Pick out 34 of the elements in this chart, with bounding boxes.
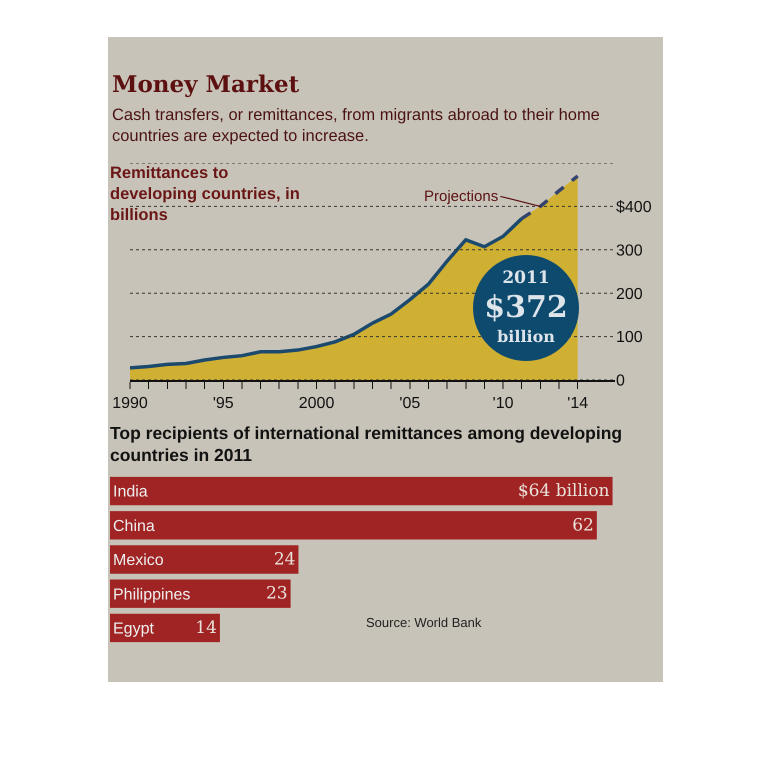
- y-tick-label: 200: [616, 286, 643, 303]
- data-label: 24: [274, 550, 296, 570]
- data-label: 14: [195, 618, 217, 638]
- x-tick-label: '14: [567, 395, 588, 412]
- y-tick-label: 0: [616, 372, 625, 390]
- y-tick-label: Philippines: [113, 586, 190, 604]
- annotation: Projections: [424, 188, 498, 205]
- y-tick-label: 100: [616, 329, 643, 346]
- x-tick-label: '95: [212, 395, 234, 412]
- y-tick-label: Egypt: [113, 620, 154, 638]
- annotation: 2011 $372 billion: [483, 267, 569, 348]
- chart-title: Top recipients of international remittances among developing countries in 2011: [110, 422, 624, 466]
- line-series: [520, 174, 580, 220]
- y-tick-label: China: [113, 518, 155, 535]
- bar: [110, 511, 597, 540]
- bar: [110, 545, 298, 574]
- x-tick-label: 2000: [298, 395, 334, 412]
- data-label: 62: [572, 515, 594, 536]
- y-tick-label: India: [113, 484, 148, 501]
- bar: [110, 476, 613, 506]
- y-tick-label: $400: [616, 199, 652, 216]
- data-label: $64 billion: [518, 481, 610, 502]
- x-tick-label: 1990: [112, 395, 148, 412]
- bar: [110, 614, 220, 642]
- data-label: 23: [266, 584, 288, 604]
- y-tick-label: Mexico: [113, 552, 164, 570]
- chart-title: Money Market: [112, 71, 300, 98]
- bar: [110, 580, 291, 608]
- y-tick-label: 300: [616, 242, 643, 260]
- chart-subtitle: Cash transfers, or remittances, from migrants abroad to their home countries are expected to increase.: [112, 105, 601, 147]
- x-tick-label: '10: [492, 395, 514, 412]
- annotation: Remittances to developing countries, in billions: [110, 163, 300, 226]
- x-tick-label: '05: [399, 395, 420, 412]
- annotation: Source: World Bank: [366, 615, 482, 630]
